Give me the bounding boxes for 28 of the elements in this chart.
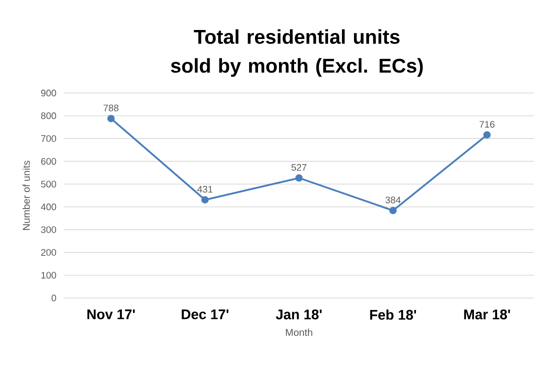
x-tick-label: Nov 17'	[87, 310, 135, 320]
y-tick-label: 200	[41, 249, 56, 256]
point	[483, 131, 491, 139]
data-label: 788	[104, 104, 118, 112]
data-label: 527	[291, 164, 306, 171]
y-tick-label: 600	[41, 158, 56, 165]
x-axis-title: Month	[286, 328, 312, 336]
x-tick-label: Feb 18'	[370, 310, 416, 320]
y-tick-label: 500	[41, 180, 56, 188]
y-tick-label: 300	[41, 226, 56, 234]
y-axis-title: Number of units	[22, 160, 30, 230]
point	[107, 114, 115, 122]
y-tick-label: 800	[41, 112, 56, 120]
y-tick-label: 100	[41, 272, 56, 279]
y-tick-label: 400	[40, 204, 56, 210]
data-label: 431	[197, 186, 212, 193]
data-label: 384	[385, 196, 401, 204]
x-tick-label: Dec 17'	[182, 310, 228, 320]
y-tick-label: 700	[41, 135, 56, 142]
y-tick-label: 0	[52, 294, 56, 302]
y-tick-label: 900	[41, 90, 56, 96]
point	[389, 206, 397, 214]
x-tick-label: Jan 18'	[276, 310, 322, 320]
point	[295, 174, 303, 182]
data-label: 716	[480, 120, 494, 128]
point	[201, 196, 209, 204]
x-tick-label: Mar 18'	[464, 310, 510, 320]
chart-title: Total residential units sold by month (Excl. ECs)	[170, 29, 423, 77]
